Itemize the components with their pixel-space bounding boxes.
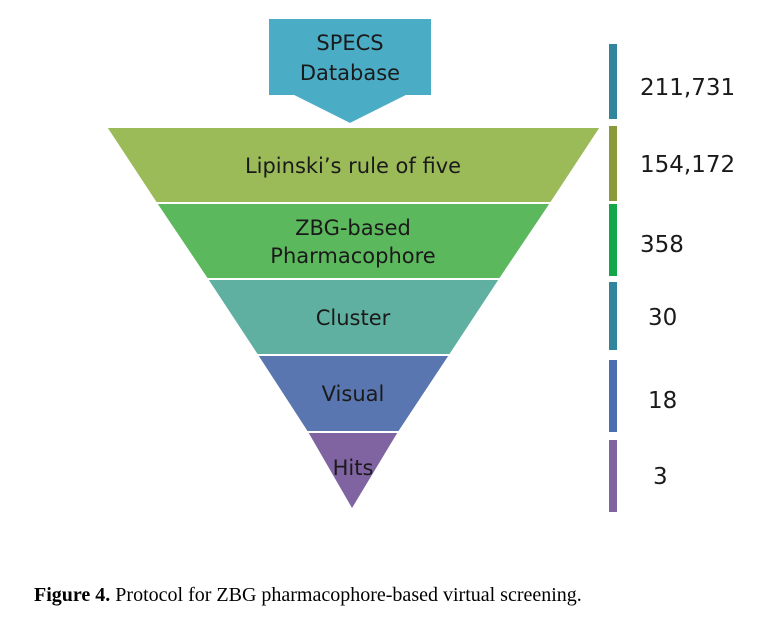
count-value-6: 3 bbox=[653, 464, 668, 490]
figure-caption-text: Protocol for ZBG pharmacophore-based vir… bbox=[110, 584, 582, 606]
stage-label-lipinski: Lipinski’s rule of five bbox=[245, 154, 461, 178]
source-arrow bbox=[267, 17, 433, 126]
count-bar-4 bbox=[609, 282, 617, 350]
count-value-5: 18 bbox=[648, 388, 677, 414]
count-bar-1 bbox=[609, 44, 617, 119]
stage-label-zbg-line1: ZBG-based bbox=[295, 216, 411, 240]
figure-caption-label: Figure 4. bbox=[34, 584, 111, 606]
stage-label-visual: Visual bbox=[322, 382, 385, 406]
count-bar-3 bbox=[609, 204, 617, 276]
count-bar-6 bbox=[609, 440, 617, 512]
count-value-1: 211,731 bbox=[640, 75, 735, 101]
stage-label-zbg-line2: Pharmacophore bbox=[270, 244, 435, 268]
count-value-3: 358 bbox=[640, 232, 684, 258]
source-label-line2: Database bbox=[300, 61, 400, 85]
count-value-2: 154,172 bbox=[640, 152, 735, 178]
stage-label-hits: Hits bbox=[333, 456, 374, 480]
funnel-layer-hits bbox=[305, 431, 401, 512]
count-bar-2 bbox=[609, 126, 617, 201]
source-label-line1: SPECS bbox=[316, 31, 383, 55]
count-value-4: 30 bbox=[648, 305, 677, 331]
count-bar-5 bbox=[609, 360, 617, 432]
stage-label-cluster: Cluster bbox=[316, 306, 391, 330]
figure-caption: Figure 4. Protocol for ZBG pharmacophore… bbox=[34, 584, 582, 607]
